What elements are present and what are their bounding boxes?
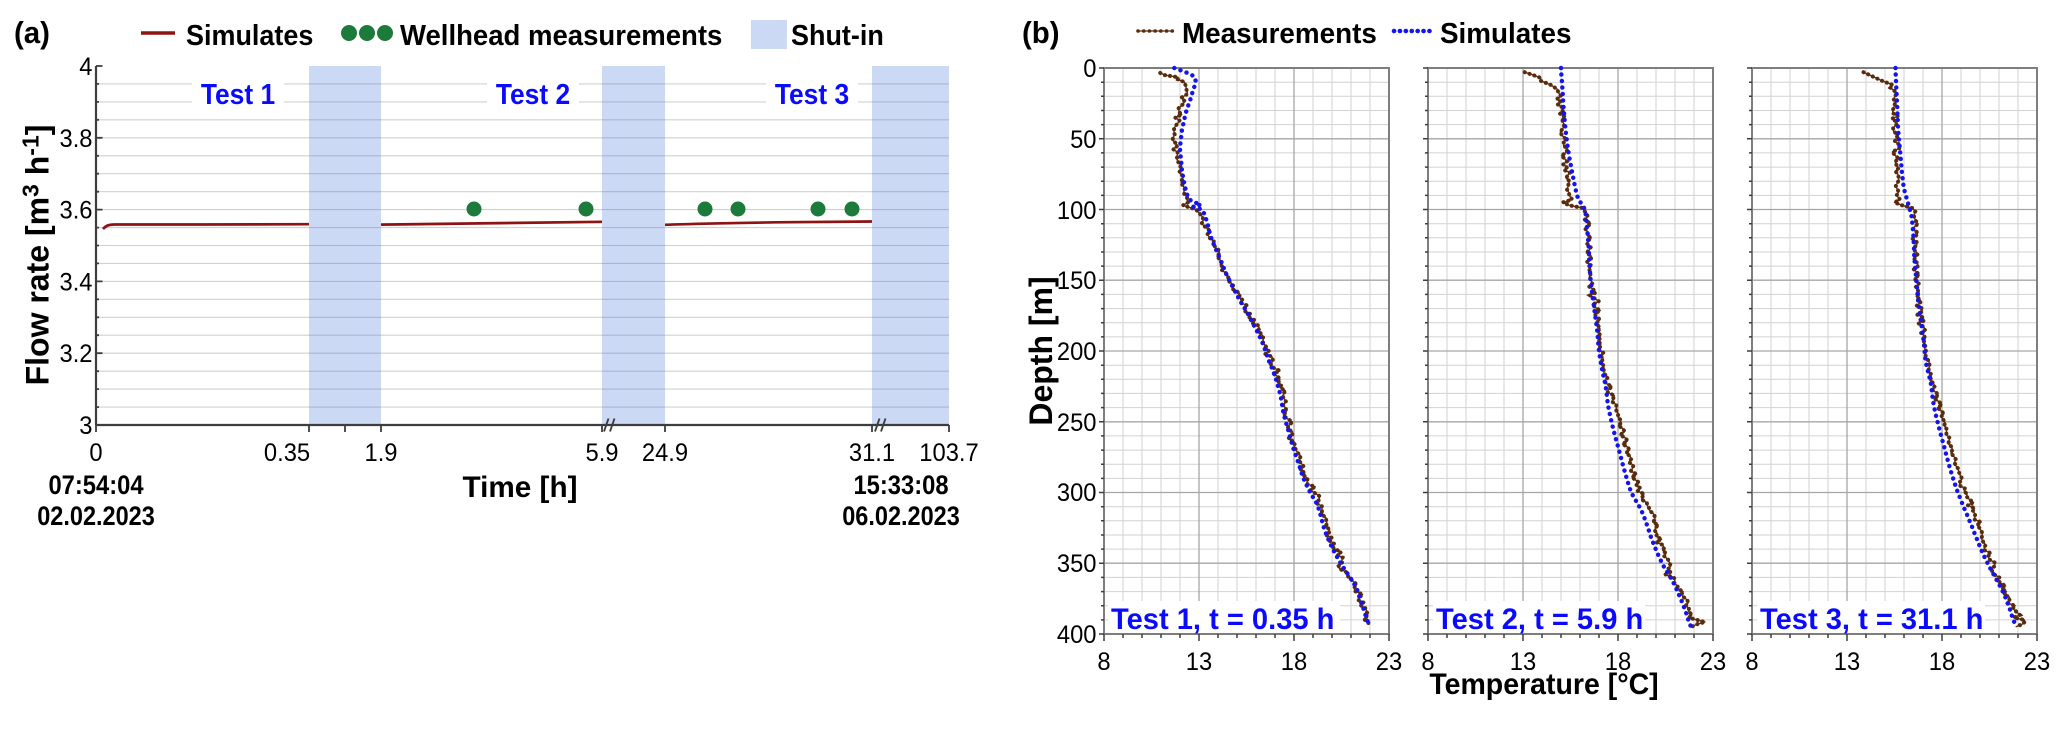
svg-text:3.6: 3.6 xyxy=(59,197,92,225)
svg-text:8: 8 xyxy=(1745,648,1758,676)
svg-text:Test 1: Test 1 xyxy=(201,78,275,110)
svg-text:400: 400 xyxy=(1057,621,1097,649)
svg-text:Measurements: Measurements xyxy=(1182,17,1377,50)
svg-text:24.9: 24.9 xyxy=(642,439,688,467)
svg-text:23: 23 xyxy=(1700,648,1726,676)
svg-text:Simulates: Simulates xyxy=(186,19,313,51)
svg-text:13: 13 xyxy=(1510,648,1536,676)
svg-text:Depth [m]: Depth [m] xyxy=(1023,276,1059,425)
svg-text:23: 23 xyxy=(2024,648,2050,676)
svg-text:50: 50 xyxy=(1070,126,1096,154)
svg-text:Flow rate [m3 h-1]: Flow rate [m3 h-1] xyxy=(18,125,56,386)
svg-text:Test 1, t = 0.35 h: Test 1, t = 0.35 h xyxy=(1111,603,1334,636)
svg-text:18: 18 xyxy=(1605,648,1631,676)
svg-text:8: 8 xyxy=(1097,648,1110,676)
svg-text:3.2: 3.2 xyxy=(59,341,92,369)
svg-text:3: 3 xyxy=(79,412,92,440)
svg-text:Test 3, t = 31.1 h: Test 3, t = 31.1 h xyxy=(1760,603,1983,636)
svg-text:13: 13 xyxy=(1186,648,1212,676)
svg-text:150: 150 xyxy=(1057,267,1097,295)
svg-text:Wellhead measurements: Wellhead measurements xyxy=(400,18,722,51)
svg-text:200: 200 xyxy=(1057,338,1097,366)
svg-text:3.8: 3.8 xyxy=(59,125,92,153)
svg-text:4: 4 xyxy=(79,53,92,81)
svg-text:300: 300 xyxy=(1057,479,1097,507)
svg-text:1.9: 1.9 xyxy=(364,439,397,467)
svg-text:0: 0 xyxy=(89,439,102,467)
svg-text:31.1: 31.1 xyxy=(849,439,895,467)
svg-text:(a): (a) xyxy=(14,16,50,50)
svg-text:100: 100 xyxy=(1057,197,1097,225)
svg-text:Test 3: Test 3 xyxy=(775,78,849,110)
svg-text:Simulates: Simulates xyxy=(1440,17,1571,50)
svg-text:06.02.2023: 06.02.2023 xyxy=(842,502,960,532)
svg-text:Test 2: Test 2 xyxy=(496,78,570,110)
svg-text:13: 13 xyxy=(1834,648,1860,676)
svg-text:02.02.2023: 02.02.2023 xyxy=(37,502,155,532)
svg-text:18: 18 xyxy=(1929,648,1955,676)
svg-text:18: 18 xyxy=(1281,648,1307,676)
svg-text:0: 0 xyxy=(1083,55,1096,83)
svg-text:Test 2, t = 5.9 h: Test 2, t = 5.9 h xyxy=(1436,603,1643,636)
svg-text:350: 350 xyxy=(1057,550,1097,578)
svg-text:07:54:04: 07:54:04 xyxy=(48,471,143,501)
svg-text:Shut-in: Shut-in xyxy=(791,19,884,51)
svg-text:0.35: 0.35 xyxy=(264,439,310,467)
svg-text:3.4: 3.4 xyxy=(59,269,92,297)
svg-text:Temperature [°C]: Temperature [°C] xyxy=(1429,668,1658,701)
svg-text:Time [h]: Time [h] xyxy=(463,471,578,504)
svg-text:103.7: 103.7 xyxy=(919,439,978,467)
svg-text:15:33:08: 15:33:08 xyxy=(853,471,948,501)
svg-text:250: 250 xyxy=(1057,409,1097,437)
svg-text:5.9: 5.9 xyxy=(585,439,618,467)
svg-text:8: 8 xyxy=(1421,648,1434,676)
svg-text:23: 23 xyxy=(1376,648,1402,676)
svg-text:(b): (b) xyxy=(1022,16,1060,50)
